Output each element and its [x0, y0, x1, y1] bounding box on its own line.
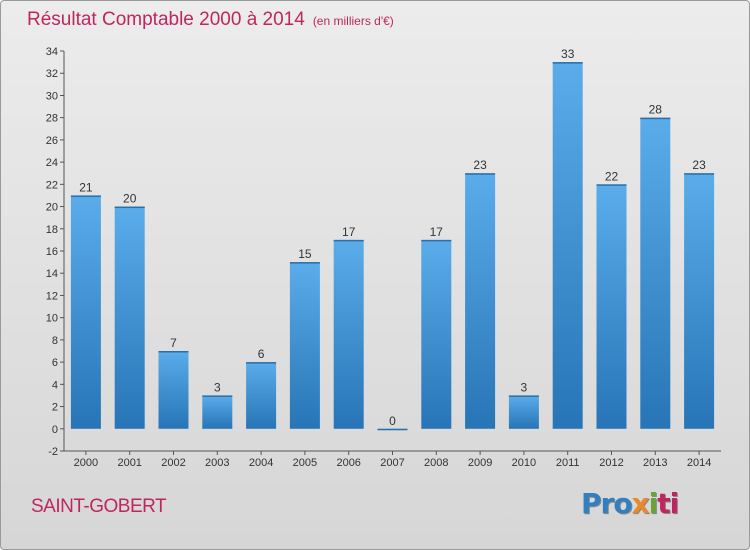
y-tick-label: 28	[46, 113, 58, 125]
bar-value-label: 23	[473, 158, 487, 172]
x-tick-label: 2005	[293, 457, 317, 469]
y-tick-label: 32	[46, 68, 58, 80]
bar-2012	[596, 184, 627, 429]
bar-top-edge	[508, 395, 539, 397]
bar-top-edge	[596, 184, 627, 186]
y-tick-label: 30	[46, 90, 58, 102]
bar-2001	[114, 206, 145, 429]
bar-value-label: 7	[170, 336, 177, 350]
bar-top-edge	[640, 117, 671, 120]
bar-top-edge	[158, 351, 189, 353]
x-tick-label: 2011	[556, 457, 580, 469]
y-tick-label: 34	[46, 46, 58, 58]
bar-2000	[70, 195, 101, 429]
x-tick-label: 2003	[205, 457, 229, 469]
bar-value-label: 28	[649, 103, 663, 117]
x-tick-label: 2006	[336, 457, 360, 469]
y-tick-label: -2	[48, 446, 58, 458]
chart-subtitle: (en milliers d'€)	[312, 14, 394, 28]
bars	[70, 62, 715, 431]
bar-top-edge	[421, 239, 452, 242]
bar-top-edge	[70, 195, 101, 197]
bar-value-label: 20	[123, 192, 137, 206]
bar-2006	[333, 239, 364, 429]
x-tick-label: 2010	[512, 457, 536, 469]
y-tick-label: 16	[46, 246, 58, 258]
logo-part-3: i	[648, 487, 659, 520]
proxiti-logo: Proxiti	[581, 487, 679, 520]
x-tick-label: 2001	[117, 457, 141, 469]
x-tick-label: 2012	[599, 457, 623, 469]
x-tick-label: 2002	[161, 457, 185, 469]
y-tick-label: 22	[46, 179, 58, 191]
bar-value-label: 15	[298, 247, 312, 261]
y-tick-label: 2	[52, 402, 58, 414]
bar-top-edge	[684, 173, 715, 175]
y-tick-label: 24	[46, 157, 58, 169]
y-tick-label: 10	[46, 313, 58, 325]
bar-2014	[684, 173, 715, 429]
y-tick-label: 20	[46, 202, 58, 214]
y-tick-label: 6	[52, 357, 58, 369]
bar-top-edge	[333, 239, 364, 242]
x-tick-label: 2004	[249, 457, 273, 469]
bar-value-label: 23	[692, 158, 706, 172]
bar-top-edge	[552, 62, 583, 64]
bar-top-edge	[377, 428, 408, 431]
chart-title-text: Résultat Comptable 2000 à 2014	[27, 9, 305, 30]
y-tick-label: 8	[52, 335, 58, 347]
bar-top-edge	[202, 395, 233, 397]
bar-value-label: 3	[214, 380, 221, 394]
y-tick-label: 12	[46, 290, 58, 302]
bar-2013	[640, 117, 671, 429]
y-tick-label: 26	[46, 135, 58, 147]
logo-part-2: x	[631, 487, 650, 520]
bar-value-label: 33	[561, 47, 575, 61]
logo-part-4: ti	[657, 487, 679, 520]
bar-2009	[465, 173, 496, 429]
bar-value-label: 22	[605, 169, 619, 183]
bar-2003	[202, 395, 233, 429]
bar-2010	[508, 395, 539, 429]
bar-2008	[421, 239, 452, 429]
bar-value-label: 6	[258, 347, 265, 361]
x-tick-label: 2013	[643, 457, 667, 469]
bar-top-edge	[246, 362, 277, 364]
bar-value-label: 0	[389, 414, 396, 428]
bar-value-label: 17	[342, 225, 356, 239]
x-tick-label: 2009	[468, 457, 492, 469]
x-tick-label: 2000	[74, 457, 98, 469]
bar-top-edge	[289, 262, 320, 264]
bar-value-label: 3	[521, 380, 528, 394]
logo-part-1: Pro	[581, 487, 633, 520]
commune-name: SAINT-GOBERT	[31, 496, 167, 517]
bar-2005	[289, 262, 320, 429]
y-tick-label: 18	[46, 224, 58, 236]
chart-title: Résultat Comptable 2000 à 2014 (en millie…	[27, 9, 394, 31]
x-tick-label: 2007	[380, 457, 404, 469]
bar-value-label: 17	[430, 225, 444, 239]
x-tick-label: 2008	[424, 457, 448, 469]
y-tick-label: 4	[52, 379, 58, 391]
bar-2004	[246, 362, 277, 429]
bar-value-label: 21	[79, 180, 93, 194]
x-tick-label: 2014	[687, 457, 711, 469]
bar-2011	[552, 62, 583, 429]
bar-top-edge	[114, 206, 145, 209]
y-tick-label: 0	[52, 424, 58, 436]
bar-top-edge	[465, 173, 496, 175]
y-tick-label: 14	[46, 268, 58, 280]
bar-2002	[158, 351, 189, 429]
